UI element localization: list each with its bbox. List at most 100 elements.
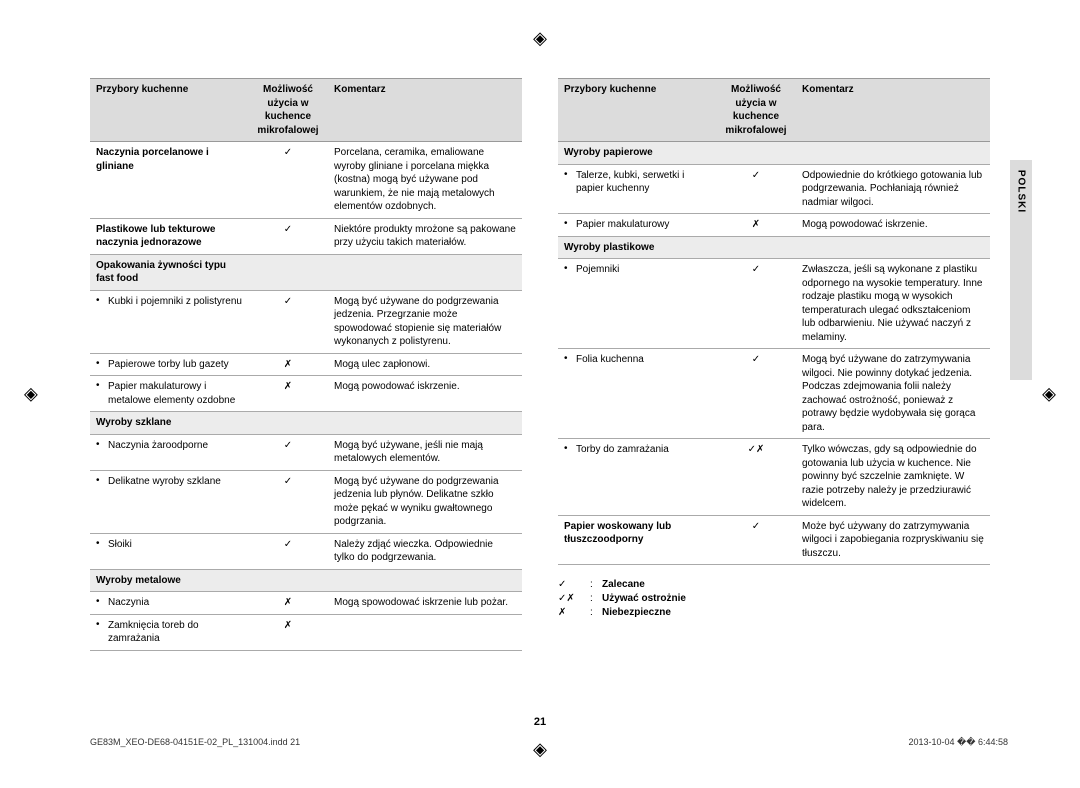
utensils-table-left: Przybory kuchenne Możliwość użycia w kuc… xyxy=(90,78,522,651)
comment: Porcelana, ceramika, emaliowane wyroby g… xyxy=(328,142,522,219)
section-header: Wyroby metalowe xyxy=(90,569,248,592)
safety-symbol: ✓ xyxy=(248,434,328,470)
table-row: Papier makulaturowy i metalowe elementy … xyxy=(90,376,522,412)
table-row: Wyroby plastikowe xyxy=(558,236,990,259)
item-name: Zamknięcia toreb do zamrażania xyxy=(90,614,248,650)
legend-row: ✓✗:Używać ostrożnie xyxy=(558,593,990,604)
legend-label: Używać ostrożnie xyxy=(602,593,686,604)
table-row: Papier woskowany lub tłuszczoodporny✓Moż… xyxy=(558,515,990,565)
item-name: Słoiki xyxy=(90,533,248,569)
table-row: Papierowe torby lub gazety✗Mogą ulec zap… xyxy=(90,353,522,376)
safety-symbol: ✗ xyxy=(716,214,796,237)
item-name: Delikatne wyroby szklane xyxy=(90,470,248,533)
comment xyxy=(328,614,522,650)
table-header: Możliwość użycia w kuchence mikrofalowej xyxy=(248,79,328,142)
safety-symbol: ✗ xyxy=(248,614,328,650)
item-name: Papier makulaturowy xyxy=(558,214,716,237)
legend: ✓:Zalecane✓✗:Używać ostrożnie✗:Niebezpie… xyxy=(558,579,990,618)
table-row: Słoiki✓Należy zdjąć wieczka. Odpowiednie… xyxy=(90,533,522,569)
item-name: Torby do zamrażania xyxy=(558,439,716,516)
legend-symbol: ✓✗ xyxy=(558,593,590,604)
table-row: Kubki i pojemniki z polistyrenu✓Mogą być… xyxy=(90,290,522,353)
safety-symbol: ✓ xyxy=(248,142,328,219)
footer-file: GE83M_XEO-DE68-04151E-02_PL_131004.indd … xyxy=(90,737,300,748)
legend-row: ✓:Zalecane xyxy=(558,579,990,590)
safety-symbol: ✗ xyxy=(248,592,328,615)
cell xyxy=(716,236,796,259)
table-row: Opakowania żywności typu fast food xyxy=(90,254,522,290)
cell xyxy=(248,412,328,435)
comment: Mogą być używane do podgrzewania jedzeni… xyxy=(328,470,522,533)
table-row: Naczynia żaroodporne✓Mogą być używane, j… xyxy=(90,434,522,470)
safety-symbol: ✓ xyxy=(248,290,328,353)
table-row: Papier makulaturowy✗Mogą powodować iskrz… xyxy=(558,214,990,237)
comment: Niektóre produkty mrożone są pakowane pr… xyxy=(328,218,522,254)
safety-symbol: ✓ xyxy=(716,515,796,565)
cell xyxy=(328,569,522,592)
cell xyxy=(716,142,796,165)
language-tab: POLSKI xyxy=(1010,160,1032,380)
item-name: Papier woskowany lub tłuszczoodporny xyxy=(558,515,716,565)
safety-symbol: ✗ xyxy=(248,376,328,412)
table-row: Wyroby metalowe xyxy=(90,569,522,592)
legend-row: ✗:Niebezpieczne xyxy=(558,607,990,618)
cell xyxy=(248,254,328,290)
safety-symbol: ✓ xyxy=(248,218,328,254)
registration-mark-icon: ◈ xyxy=(1042,384,1056,405)
item-name: Folia kuchenna xyxy=(558,349,716,439)
legend-colon: : xyxy=(590,593,602,604)
item-name: Plastikowe lub tekturowe naczynia jednor… xyxy=(90,218,248,254)
legend-symbol: ✗ xyxy=(558,607,590,618)
item-name: Papierowe torby lub gazety xyxy=(90,353,248,376)
legend-label: Niebezpieczne xyxy=(602,607,671,618)
utensils-table-right: Przybory kuchenne Możliwość użycia w kuc… xyxy=(558,78,990,565)
comment: Mogą być używane do podgrzewania jedzeni… xyxy=(328,290,522,353)
item-name: Kubki i pojemniki z polistyrenu xyxy=(90,290,248,353)
comment: Mogą być używane, jeśli nie mają metalow… xyxy=(328,434,522,470)
table-row: Folia kuchenna✓Mogą być używane do zatrz… xyxy=(558,349,990,439)
legend-label: Zalecane xyxy=(602,579,645,590)
table-row: Zamknięcia toreb do zamrażania✗ xyxy=(90,614,522,650)
safety-symbol: ✓ xyxy=(716,349,796,439)
comment: Tylko wówczas, gdy są odpowiednie do got… xyxy=(796,439,990,516)
table-header: Komentarz xyxy=(796,79,990,142)
table-row: Talerze, kubki, serwetki i papier kuchen… xyxy=(558,164,990,214)
cell xyxy=(328,254,522,290)
table-row: Wyroby papierowe xyxy=(558,142,990,165)
cell xyxy=(796,236,990,259)
cell xyxy=(796,142,990,165)
table-row: Plastikowe lub tekturowe naczynia jednor… xyxy=(90,218,522,254)
comment: Mogą powodować iskrzenie. xyxy=(328,376,522,412)
table-row: Pojemniki✓Zwłaszcza, jeśli są wykonane z… xyxy=(558,259,990,349)
table-header: Przybory kuchenne xyxy=(558,79,716,142)
right-column: Przybory kuchenne Możliwość użycia w kuc… xyxy=(558,78,990,651)
left-column: Przybory kuchenne Możliwość użycia w kuc… xyxy=(90,78,522,651)
section-header: Wyroby papierowe xyxy=(558,142,716,165)
legend-colon: : xyxy=(590,607,602,618)
comment: Należy zdjąć wieczka. Odpowiednie tylko … xyxy=(328,533,522,569)
safety-symbol: ✓ xyxy=(716,259,796,349)
comment: Mogą powodować iskrzenie. xyxy=(796,214,990,237)
safety-symbol: ✓ xyxy=(248,470,328,533)
item-name: Papier makulaturowy i metalowe elementy … xyxy=(90,376,248,412)
safety-symbol: ✓ xyxy=(248,533,328,569)
table-header: Komentarz xyxy=(328,79,522,142)
cell xyxy=(248,569,328,592)
section-header: Wyroby plastikowe xyxy=(558,236,716,259)
item-name: Naczynia xyxy=(90,592,248,615)
comment: Może być używany do zatrzymywania wilgoc… xyxy=(796,515,990,565)
safety-symbol: ✓✗ xyxy=(716,439,796,516)
item-name: Naczynia żaroodporne xyxy=(90,434,248,470)
section-header: Wyroby szklane xyxy=(90,412,248,435)
legend-colon: : xyxy=(590,579,602,590)
table-header: Przybory kuchenne xyxy=(90,79,248,142)
page-number: 21 xyxy=(534,716,546,728)
safety-symbol: ✗ xyxy=(248,353,328,376)
item-name: Naczynia porcelanowe i gliniane xyxy=(90,142,248,219)
language-tab-label: POLSKI xyxy=(1016,170,1027,213)
table-row: Delikatne wyroby szklane✓Mogą być używan… xyxy=(90,470,522,533)
safety-symbol: ✓ xyxy=(716,164,796,214)
section-header: Opakowania żywności typu fast food xyxy=(90,254,248,290)
comment: Zwłaszcza, jeśli są wykonane z plastiku … xyxy=(796,259,990,349)
table-header: Możliwość użycia w kuchence mikrofalowej xyxy=(716,79,796,142)
